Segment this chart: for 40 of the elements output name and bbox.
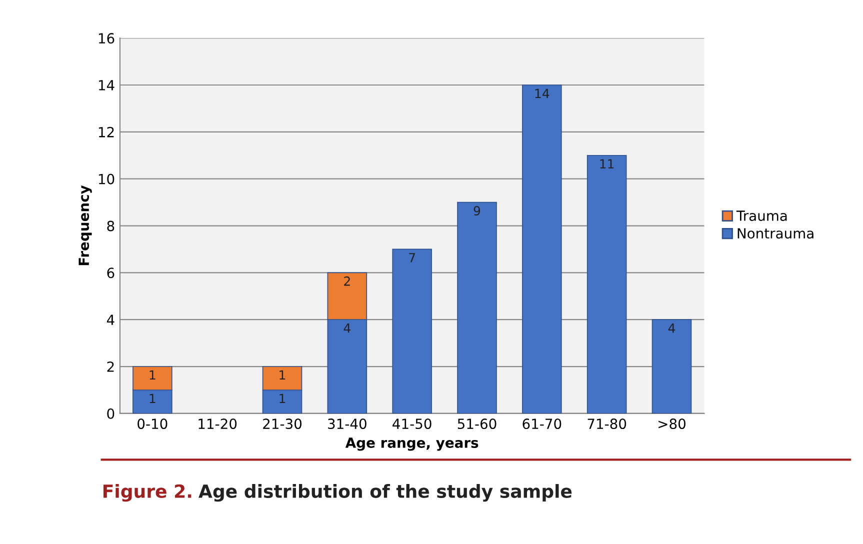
y-tick-label: 0 — [107, 408, 114, 419]
bar — [652, 319, 692, 414]
x-tick-label: 61-70 — [522, 418, 562, 430]
y-tick-label: 16 — [98, 33, 114, 44]
x-tick-label: 0-10 — [138, 418, 168, 430]
bar — [522, 84, 562, 414]
data-label: 14 — [535, 88, 550, 98]
x-tick-label: 51-60 — [458, 418, 496, 430]
y-tick-label: 6 — [107, 268, 114, 278]
x-tick-label: 41-50 — [392, 418, 432, 430]
data-label: 1 — [150, 370, 156, 380]
bar — [457, 202, 497, 414]
x-tick-label: 21-30 — [263, 418, 302, 430]
caption: Figure 2. — [103, 484, 192, 502]
text: Age distribution of the study sample — [198, 484, 572, 502]
data-label: 1 — [150, 394, 156, 403]
x-tick-label: 31-40 — [328, 418, 366, 430]
x-tick-label: >80 — [658, 418, 686, 430]
data-label: 11 — [600, 159, 614, 168]
y-axis-title: Frequency — [78, 185, 92, 266]
legend-label: Nontrauma — [738, 228, 814, 239]
x-axis-title: Age range, years — [345, 438, 478, 451]
data-label: 2 — [344, 276, 350, 286]
data-label: 1 — [280, 394, 286, 403]
y-tick-label: 2 — [107, 361, 114, 372]
y-tick-label: 14 — [98, 80, 114, 90]
y-tick-label: 4 — [106, 314, 114, 325]
y-tick-label: 10 — [98, 174, 114, 184]
bar — [392, 248, 432, 414]
x-tick-label: 71-80 — [588, 418, 626, 430]
y-tick-label: 12 — [98, 126, 114, 138]
legend-label: Trauma — [736, 210, 787, 221]
x-tick-label: 11-20 — [198, 418, 237, 430]
data-label: 4 — [668, 324, 676, 333]
y-tick-label: 8 — [107, 220, 114, 232]
data-label: 9 — [474, 206, 480, 216]
data-label: 4 — [344, 324, 350, 333]
bar — [586, 154, 627, 414]
data-label: 1 — [280, 370, 286, 380]
data-label: 7 — [409, 253, 415, 262]
